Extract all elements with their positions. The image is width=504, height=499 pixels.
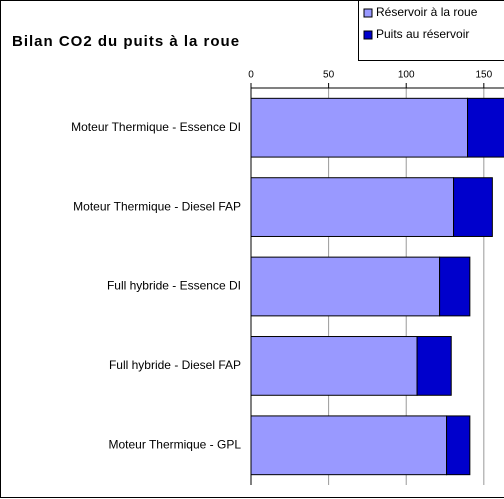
bar-segment xyxy=(250,415,448,476)
bar-segment xyxy=(250,97,469,158)
bar-segment xyxy=(416,336,452,396)
chart-title: Bilan CO2 du puits à la roue xyxy=(12,33,240,50)
legend-swatch xyxy=(363,8,373,18)
y-tick-label: Full hybride - Essence DI xyxy=(107,279,241,293)
bar-segment xyxy=(250,177,455,237)
legend-swatch xyxy=(363,30,373,40)
bar-segment xyxy=(453,177,493,237)
x-tick-label: 50 xyxy=(323,70,335,81)
x-tick-label: 150 xyxy=(475,70,492,81)
legend-label: Puits au réservoir xyxy=(376,27,469,41)
y-tick-label: Full hybride - Diesel FAP xyxy=(109,358,241,372)
bar-segment xyxy=(250,336,418,396)
bar-segment xyxy=(446,415,471,476)
y-tick-label: Moteur Thermique - Essence DI xyxy=(71,120,241,134)
bar-segment xyxy=(467,97,504,158)
y-tick-label: Moteur Thermique - GPL xyxy=(109,437,242,451)
legend-box xyxy=(358,0,504,61)
bar-segment xyxy=(439,256,471,317)
x-tick-label: 100 xyxy=(398,70,415,81)
x-tick-label: 0 xyxy=(248,70,254,81)
y-tick-label: Moteur Thermique - Diesel FAP xyxy=(73,199,241,213)
bar-segment xyxy=(250,256,441,317)
legend-label: Réservoir à la roue xyxy=(376,5,478,19)
